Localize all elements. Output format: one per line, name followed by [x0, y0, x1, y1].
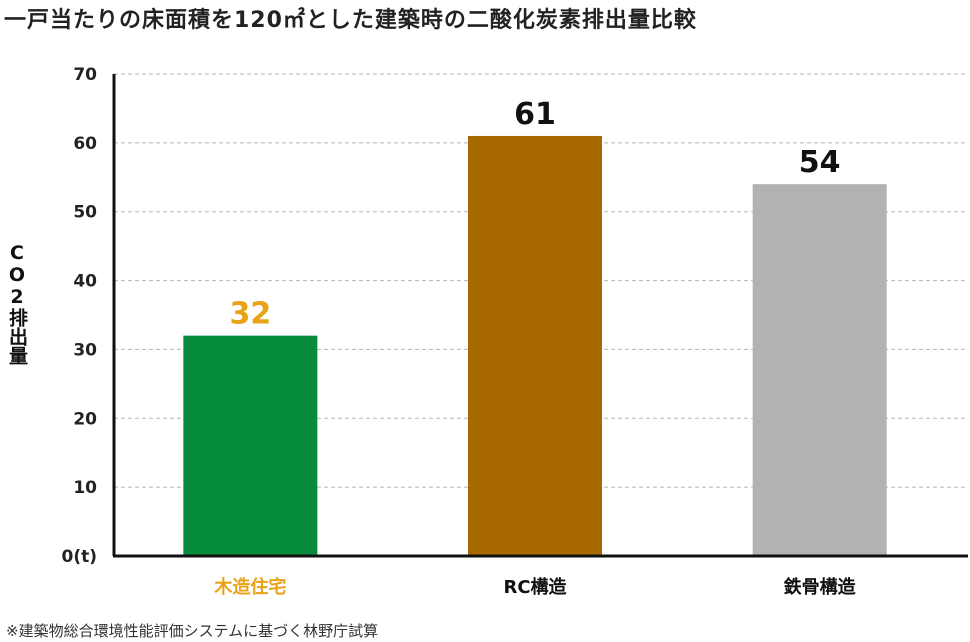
data-label: 54 [799, 145, 841, 180]
x-tick-labels: 木造住宅 RC構造 鉄骨構造 [213, 576, 855, 598]
axes [112, 74, 968, 558]
x-tick-label: 木造住宅 [213, 576, 286, 598]
data-label: 61 [514, 97, 556, 132]
y-tick-label: 70 [73, 65, 97, 85]
chart-title: 一戸当たりの床面積を120㎡とした建築時の二酸化炭素排出量比較 [4, 8, 697, 33]
bar [468, 135, 602, 556]
y-tick-label: 30 [73, 340, 97, 360]
y-tick-labels: 0(t) 10 20 30 40 50 60 70 [62, 65, 98, 567]
bar [752, 184, 887, 556]
x-tick-label: 鉄骨構造 [784, 576, 856, 598]
y-tick-label: 0(t) [62, 547, 98, 567]
footnote: ※建築物総合環境性能評価システムに基づく林野庁試算 [6, 622, 379, 640]
bars [183, 135, 887, 556]
bar [183, 335, 318, 556]
x-tick-label: RC構造 [503, 576, 566, 598]
y-tick-label: 60 [73, 134, 97, 154]
y-tick-label: 40 [73, 272, 97, 292]
data-label: 32 [229, 297, 271, 332]
y-tick-label: 10 [73, 478, 97, 498]
y-tick-label: 20 [73, 409, 97, 429]
y-axis-label: CO2排出量 [6, 242, 28, 365]
data-labels: 32 61 54 [229, 97, 840, 332]
y-tick-label: 50 [73, 203, 97, 223]
